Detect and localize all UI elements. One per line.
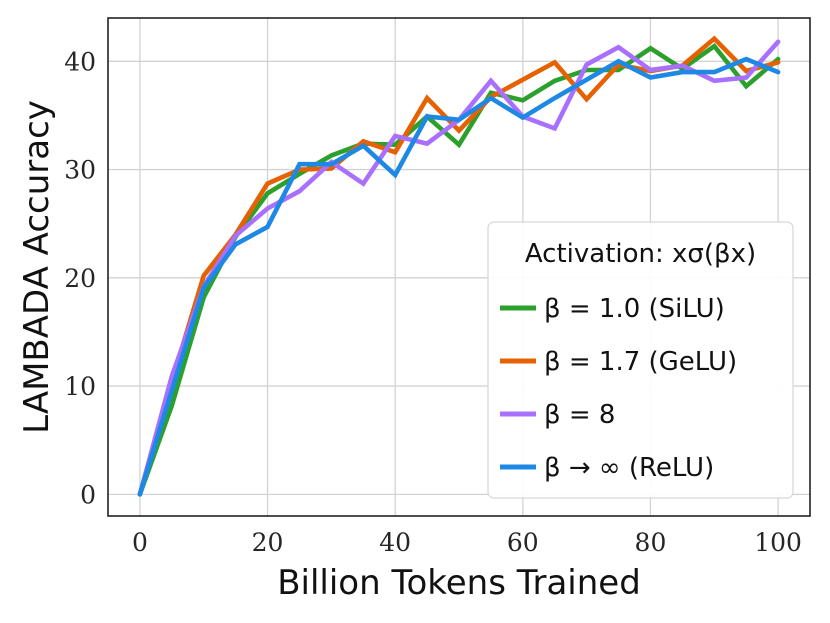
tick-labels: 0 20 40 60 80 100 0 10 20 30 40 [64, 47, 802, 557]
series-line-3 [137, 56, 781, 497]
legend: Activation: xσ(βx) β = 1.0 (SiLU) β = 1.7… [487, 221, 794, 499]
y-tick-label: 10 [64, 372, 96, 401]
legend-label-0: β = 1.0 (SiLU) [544, 294, 725, 324]
x-tick-label: 40 [379, 528, 411, 557]
y-tick-label: 40 [64, 47, 96, 76]
plot-frame [107, 17, 811, 517]
legend-label-2: β = 8 [544, 400, 615, 430]
x-tick-label: 20 [252, 528, 284, 557]
x-axis-label: Billion Tokens Trained [277, 563, 641, 603]
series-line-0 [137, 42, 781, 497]
y-tick-label: 0 [80, 480, 96, 509]
x-tick-label: 0 [132, 528, 148, 557]
x-tick-label: 60 [507, 528, 539, 557]
y-axis-label: LAMBADA Accuracy [17, 100, 57, 434]
x-tick-label: 80 [635, 528, 667, 557]
legend-label-3: β → ∞ (ReLU) [544, 453, 714, 483]
series-layer [137, 35, 781, 497]
y-tick-label: 20 [64, 264, 96, 293]
x-tick-label: 100 [754, 528, 802, 557]
legend-title: Activation: xσ(βx) [525, 239, 756, 269]
legend-items: β = 1.0 (SiLU) β = 1.7 (GeLU) β = 8 β → ∞ (… [500, 294, 737, 483]
legend-label-1: β = 1.7 (GeLU) [544, 347, 737, 377]
y-tick-label: 30 [64, 156, 96, 185]
legend-box [487, 221, 794, 499]
